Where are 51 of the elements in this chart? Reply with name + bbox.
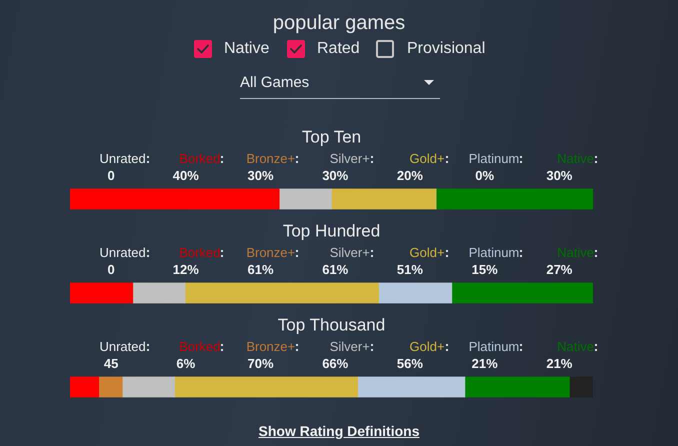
- text: 40%: [172, 168, 199, 182]
- category-label: Borked: [179, 150, 220, 166]
- category-label: Borked: [179, 244, 220, 260]
- category-label: Silver+: [330, 150, 370, 166]
- category-label: Native: [557, 150, 594, 166]
- y-tick-label: Top Thousand: [278, 316, 386, 335]
- category-label: Platinum: [468, 338, 520, 354]
- text: 12%: [172, 262, 199, 276]
- category-label: Gold+: [409, 244, 445, 260]
- text: 21%: [472, 356, 498, 370]
- category-label: Native: [557, 244, 594, 260]
- text: 30%: [322, 168, 348, 182]
- text: Rated: [317, 39, 360, 59]
- text: 51%: [396, 262, 423, 276]
- category-label: Bronze+: [246, 150, 296, 166]
- category-label: Bronze+: [246, 244, 296, 260]
- text: Native: [224, 39, 270, 59]
- category-label: Platinum: [468, 150, 520, 166]
- text: 56%: [396, 356, 423, 370]
- y-tick-label: Top Hundred: [282, 222, 380, 241]
- text: 20%: [396, 168, 423, 182]
- chart-title: popular games: [272, 12, 406, 34]
- category-label: Unrated: [99, 150, 146, 166]
- category-label: Gold+: [409, 338, 445, 354]
- category-label: Platinum: [468, 244, 520, 260]
- text: 0%: [475, 168, 494, 182]
- category-label: Silver+: [330, 244, 370, 260]
- category-label: Unrated: [99, 244, 146, 260]
- text: 61%: [247, 262, 274, 276]
- text: 0: [107, 168, 115, 182]
- category-label: Native: [557, 338, 594, 354]
- text: 21%: [546, 356, 572, 370]
- text: Provisional: [407, 39, 486, 59]
- text: Show Rating Definitions: [258, 423, 420, 439]
- text: 61%: [322, 262, 348, 276]
- text: 66%: [322, 356, 348, 370]
- text: 0: [107, 262, 115, 276]
- dropdown: All Games: [240, 70, 440, 99]
- text: 27%: [546, 262, 572, 276]
- text: 30%: [247, 168, 274, 182]
- text: 45: [104, 356, 118, 370]
- text: 70%: [247, 356, 274, 370]
- y-tick-label: Top Ten: [302, 128, 362, 147]
- text: 30%: [546, 168, 572, 182]
- category-label: Unrated: [99, 338, 146, 354]
- category-label: Bronze+: [246, 338, 296, 354]
- category-label: Silver+: [330, 338, 370, 354]
- category-label: Gold+: [409, 150, 445, 166]
- text: 6%: [176, 356, 196, 370]
- category-label: Borked: [179, 338, 220, 354]
- text: 15%: [472, 262, 498, 276]
